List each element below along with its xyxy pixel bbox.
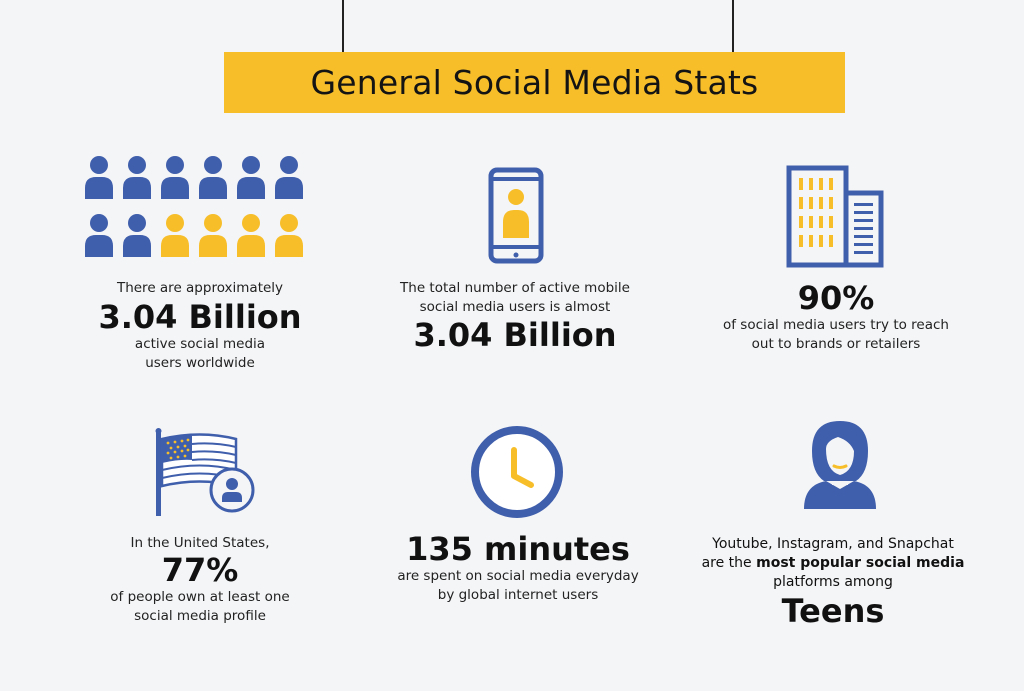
stat-mobile-value: 3.04 Billion	[413, 316, 617, 354]
stat-time-spent: 135 minutes are spent on social media ev…	[368, 530, 668, 605]
stat-united-states: In the United States, 77% of people own …	[66, 534, 334, 626]
woman-avatar-icon	[804, 421, 876, 509]
stat-teens-line-3: platforms among	[773, 574, 893, 590]
smartphone-user-icon	[488, 167, 544, 264]
stat-users-post-1: active social media	[134, 336, 266, 353]
stat-mobile-pre-1: The total number of active mobile	[400, 280, 630, 296]
stat-time-post-1: are spent on social media everyday	[397, 568, 639, 585]
stat-brands: 90% of social media users try to reach o…	[696, 279, 976, 354]
stat-teens-value: Teens	[781, 592, 885, 630]
people-grid-icon	[85, 156, 303, 257]
flag-user-icon	[155, 428, 255, 516]
stat-teens-line-2b: most popular social media	[756, 555, 965, 571]
stat-brands-post-1: of social media users try to reach	[723, 317, 949, 334]
stat-teens-line-1: Youtube, Instagram, and Snapchat	[712, 536, 954, 552]
stat-users-post-2: users worldwide	[145, 355, 255, 372]
stat-brands-value: 90%	[797, 279, 875, 317]
stat-users-worldwide: There are approximately 3.04 Billion act…	[60, 279, 340, 373]
stat-users-value: 3.04 Billion	[98, 298, 302, 336]
stat-brands-post-2: out to brands or retailers	[751, 336, 921, 353]
stat-users-pre: There are approximately	[116, 280, 284, 296]
hanging-string-right	[732, 0, 734, 52]
stat-mobile-pre-2: social media users is almost	[419, 299, 611, 315]
stat-time-post-2: by global internet users	[437, 587, 599, 604]
stat-mobile-users: The total number of active mobile social…	[370, 279, 660, 353]
stat-time-value: 135 minutes	[406, 530, 630, 568]
stat-us-post-1: of people own at least one	[110, 589, 290, 606]
page-title: General Social Media Stats	[310, 63, 759, 102]
stat-us-post-2: social media profile	[134, 608, 266, 625]
title-banner: General Social Media Stats	[224, 52, 845, 113]
stat-teens: Youtube, Instagram, and Snapchat are the…	[690, 535, 976, 629]
stat-us-pre: In the United States,	[130, 535, 270, 551]
office-buildings-icon	[786, 165, 884, 268]
stat-teens-line-2: are the most popular social media	[690, 554, 976, 573]
clock-icon	[471, 426, 563, 518]
stat-teens-line-2a: are the	[701, 555, 757, 571]
stat-us-value: 77%	[161, 551, 239, 589]
hanging-string-left	[342, 0, 344, 52]
